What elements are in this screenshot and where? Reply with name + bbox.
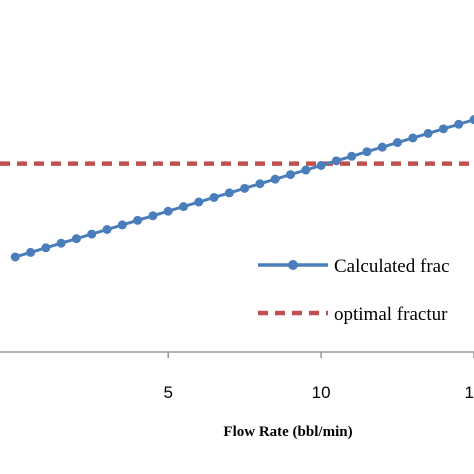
legend-entry-optimal: optimal fractur — [258, 304, 448, 325]
legend-marker-calculated — [288, 260, 298, 270]
x-tick-label: 5 — [163, 383, 172, 402]
data-point-calculated — [347, 151, 357, 161]
legend-entry-calculated: Calculated frac — [258, 256, 450, 277]
data-point-calculated — [102, 225, 112, 235]
data-point-calculated — [240, 183, 250, 193]
data-point-calculated — [178, 202, 188, 212]
data-point-calculated — [408, 133, 418, 143]
x-tick-label: 15 — [465, 383, 474, 402]
data-point-calculated — [163, 206, 173, 216]
data-point-calculated — [224, 188, 234, 198]
data-point-calculated — [301, 165, 311, 175]
data-point-calculated — [454, 119, 464, 129]
data-point-calculated — [255, 179, 265, 189]
data-point-calculated — [423, 128, 433, 138]
data-point-calculated — [148, 211, 158, 221]
data-point-calculated — [316, 160, 326, 170]
data-point-calculated — [117, 220, 127, 230]
data-point-calculated — [133, 215, 143, 225]
data-point-calculated — [393, 138, 403, 148]
plot-area — [0, 115, 474, 262]
data-point-calculated — [362, 147, 372, 157]
data-point-calculated — [10, 252, 20, 262]
legend: Calculated frac optimal fractur — [258, 256, 450, 325]
data-point-calculated — [87, 229, 97, 239]
data-point-calculated — [71, 234, 81, 244]
x-ticks: 5 10 15 — [163, 352, 474, 402]
data-point-calculated — [286, 170, 296, 180]
x-tick-label: 10 — [312, 383, 331, 402]
data-point-calculated — [194, 197, 204, 207]
data-point-calculated — [331, 156, 341, 166]
data-point-calculated — [469, 115, 474, 125]
data-point-calculated — [26, 247, 36, 257]
data-point-calculated — [56, 238, 66, 248]
data-point-calculated — [270, 174, 280, 184]
legend-label-calculated: Calculated frac — [334, 256, 450, 277]
data-point-calculated — [377, 142, 387, 152]
data-point-calculated — [209, 192, 219, 202]
data-point-calculated — [41, 243, 51, 253]
legend-label-optimal: optimal fractur — [334, 304, 448, 325]
data-point-calculated — [438, 124, 448, 134]
x-axis-title: Flow Rate (bbl/min) — [223, 424, 352, 440]
